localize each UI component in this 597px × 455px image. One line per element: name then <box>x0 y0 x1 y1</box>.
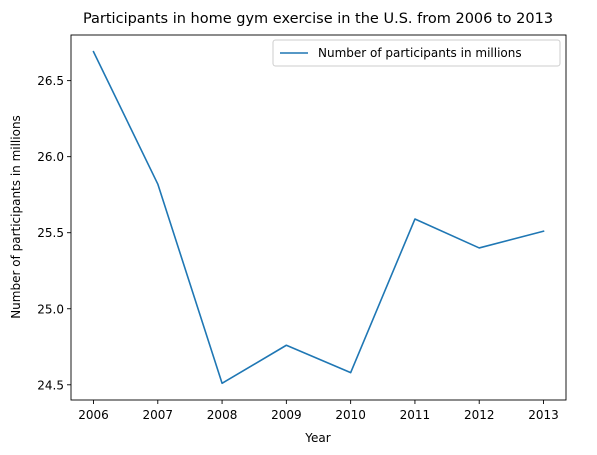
series-layer <box>92 50 545 385</box>
x-tick-label: 2007 <box>143 408 174 422</box>
legend: Number of participants in millions <box>272 39 561 67</box>
y-axis-label: Number of participants in millions <box>9 115 23 319</box>
legend-label: Number of participants in millions <box>318 46 522 60</box>
y-tick-label: 26.5 <box>37 74 64 88</box>
chart-title: Participants in home gym exercise in the… <box>83 11 553 27</box>
y-tick-label: 26.0 <box>37 150 64 164</box>
x-tick-label: 2012 <box>464 408 495 422</box>
y-tick-label: 25.5 <box>37 226 64 240</box>
y-axis-ticks: 24.5 25.0 25.5 26.0 26.5 <box>37 74 71 392</box>
x-axis-ticks: 2006 2007 2008 2009 2010 2011 2012 2013 <box>78 400 559 422</box>
x-tick-label: 2010 <box>335 408 366 422</box>
y-tick-label: 24.5 <box>37 378 64 392</box>
x-tick-label: 2006 <box>78 408 109 422</box>
x-tick-label: 2011 <box>400 408 431 422</box>
plot-area-frame <box>70 34 567 401</box>
y-tick-label: 25.0 <box>37 302 64 316</box>
x-axis-label: Year <box>304 431 330 445</box>
x-tick-label: 2013 <box>528 408 559 422</box>
legend-box <box>272 39 561 67</box>
x-tick-label: 2008 <box>207 408 238 422</box>
x-tick-label: 2009 <box>271 408 302 422</box>
series-line <box>92 50 545 385</box>
